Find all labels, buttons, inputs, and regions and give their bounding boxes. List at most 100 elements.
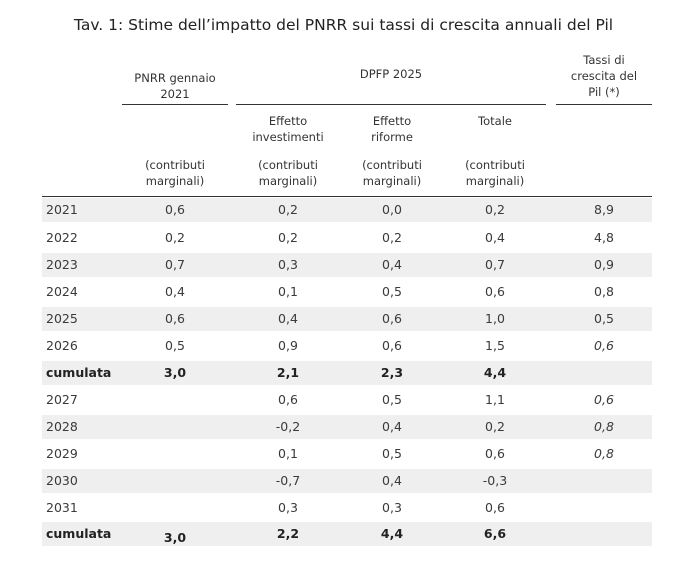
header-pnrr: PNRR gennaio 2021 (122, 70, 228, 102)
caption-line1: (contributi (258, 158, 318, 172)
table-row: 2026 0,5 0,9 0,6 1,5 0,6 (42, 334, 652, 358)
row-label: cumulata (46, 526, 112, 541)
cell-pnrr: 0,5 (165, 338, 185, 353)
table-row: 2025 0,6 0,4 0,6 1,0 0,5 (42, 307, 652, 331)
cell-pnrr (122, 469, 228, 493)
header-pnrr-line2: 2021 (160, 87, 190, 101)
cell-riforme: 4,4 (380, 526, 404, 541)
cell-pil: 0,8 (594, 284, 614, 299)
caption-line2: marginali) (258, 174, 318, 188)
row-label: 2023 (46, 257, 78, 272)
cell-pil: 0,6 (594, 338, 614, 353)
cell-investimenti: 0,4 (278, 311, 298, 326)
dpfp-underline (236, 104, 546, 105)
cell-pil (556, 522, 652, 546)
cell-riforme: 0,2 (382, 230, 402, 245)
cell-pnrr (122, 415, 228, 439)
table-row-cumulata: cumulata 3,0 2,1 2,3 4,4 (42, 361, 652, 385)
cell-pnrr (122, 388, 228, 412)
table-title: Tav. 1: Stime dell’impatto del PNRR sui … (73, 16, 614, 34)
table-row: 2023 0,7 0,3 0,4 0,7 0,9 (42, 253, 652, 277)
cell-riforme: 0,5 (382, 446, 402, 461)
table-row: 2031 0,3 0,3 0,6 (42, 496, 652, 520)
row-label: 2025 (46, 311, 78, 326)
caption-line2: marginali) (362, 174, 422, 188)
cell-investimenti: 0,6 (278, 392, 298, 407)
row-label: 2028 (46, 419, 78, 434)
header-tassi: Tassi di crescita del Pil (*) (556, 52, 652, 100)
cell-investimenti: 0,1 (278, 446, 298, 461)
cell-riforme: 0,5 (382, 284, 402, 299)
caption-contributi-rif: (contributi marginali) (340, 157, 444, 189)
header-bottom-rule (42, 196, 652, 197)
table-row: 2024 0,4 0,1 0,5 0,6 0,8 (42, 280, 652, 304)
cell-investimenti: 0,9 (278, 338, 298, 353)
cell-pil: 0,8 (594, 419, 614, 434)
row-label: 2024 (46, 284, 78, 299)
cell-pnrr: 3,0 (163, 365, 187, 380)
pnrr-underline (122, 104, 228, 105)
header-tassi-line3: Pil (*) (588, 85, 620, 99)
row-label: 2021 (46, 202, 78, 217)
row-label: 2030 (46, 473, 78, 488)
cell-pil: 4,8 (594, 230, 614, 245)
header-tassi-line2: crescita del (570, 69, 638, 83)
cell-investimenti: 0,1 (278, 284, 298, 299)
caption-contributi-tot: (contributi marginali) (444, 157, 546, 189)
cell-investimenti: 0,2 (278, 230, 298, 245)
cell-pil (556, 361, 652, 385)
row-label: 2027 (46, 392, 78, 407)
table-row-cumulata: cumulata 3,0 2,2 4,4 6,6 (42, 522, 652, 546)
caption-contributi-inv: (contributi marginali) (236, 157, 340, 189)
cell-investimenti: 2,2 (276, 526, 300, 541)
cell-pnrr: 0,6 (165, 202, 185, 217)
cell-totale: 0,7 (485, 257, 505, 272)
header-dpfp: DPFP 2025 (359, 67, 423, 81)
cell-riforme: 0,5 (382, 392, 402, 407)
cell-pnrr (122, 442, 228, 466)
cell-totale: 0,6 (485, 446, 505, 461)
caption-line1: (contributi (465, 158, 525, 172)
cell-riforme: 0,0 (382, 202, 402, 217)
cell-pnrr: 0,6 (165, 311, 185, 326)
table-row: 2030 -0,7 0,4 -0,3 (42, 469, 652, 493)
cell-riforme: 0,4 (382, 419, 402, 434)
table-row: 2027 0,6 0,5 1,1 0,6 (42, 388, 652, 412)
cell-pnrr: 3,0 (163, 530, 187, 545)
row-label: 2031 (46, 500, 78, 515)
cell-investimenti: -0,7 (275, 473, 301, 488)
subheader-totale: Totale (478, 114, 512, 128)
cell-totale: -0,3 (482, 473, 508, 488)
caption-line1: (contributi (362, 158, 422, 172)
cell-investimenti: 0,2 (278, 202, 298, 217)
cell-pnrr (122, 496, 228, 520)
cell-totale: 1,1 (485, 392, 505, 407)
row-label: 2022 (46, 230, 78, 245)
cell-totale: 1,0 (485, 311, 505, 326)
table-row: 2028 -0,2 0,4 0,2 0,8 (42, 415, 652, 439)
tassi-underline (556, 104, 652, 105)
caption-line2: marginali) (145, 174, 205, 188)
cell-totale: 6,6 (483, 526, 507, 541)
caption-line1: (contributi (145, 158, 205, 172)
cell-riforme: 2,3 (380, 365, 404, 380)
cell-investimenti: 0,3 (278, 257, 298, 272)
cell-totale: 4,4 (483, 365, 507, 380)
cell-totale: 0,2 (485, 419, 505, 434)
cell-pil: 0,5 (594, 311, 614, 326)
cell-riforme: 0,6 (382, 338, 402, 353)
cell-pil (556, 496, 652, 520)
cell-pnrr: 0,2 (165, 230, 185, 245)
subheader-rif-line2: riforme (371, 130, 413, 144)
cell-pnrr: 0,4 (165, 284, 185, 299)
cell-investimenti: 2,1 (276, 365, 300, 380)
cell-pil (556, 469, 652, 493)
cell-pil: 0,9 (594, 257, 614, 272)
caption-contributi-pnrr: (contributi marginali) (122, 157, 228, 189)
header-tassi-line1: Tassi di (583, 53, 625, 67)
cell-totale: 0,6 (485, 500, 505, 515)
cell-pil: 0,6 (594, 392, 614, 407)
cell-totale: 0,6 (485, 284, 505, 299)
cell-investimenti: -0,2 (275, 419, 301, 434)
row-label: 2026 (46, 338, 78, 353)
